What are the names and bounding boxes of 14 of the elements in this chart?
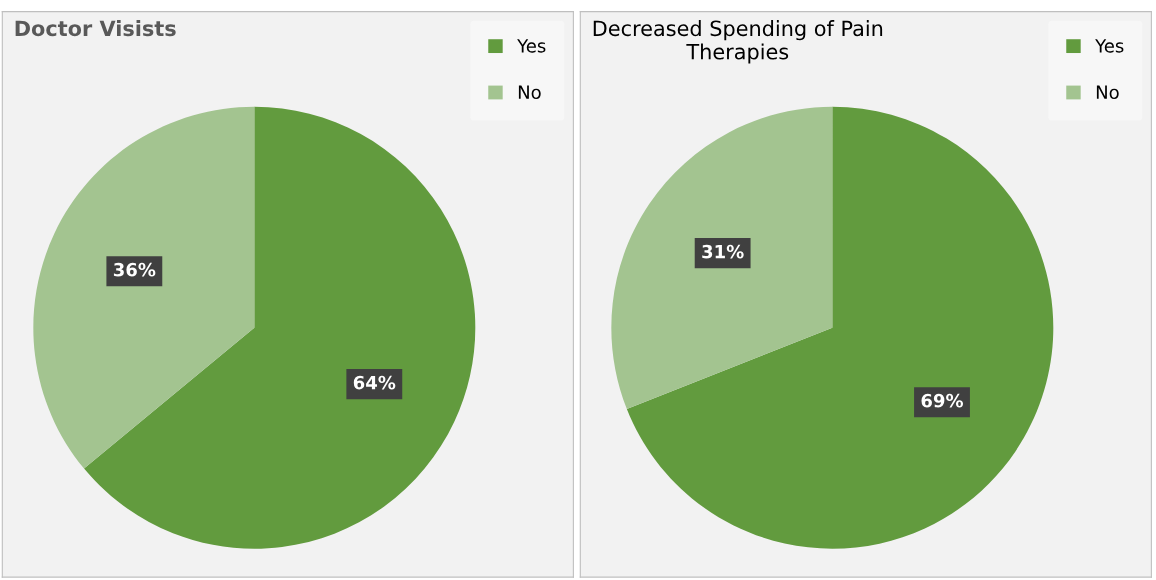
legend-label: Yes [1095, 39, 1124, 53]
data-label: 31% [702, 244, 744, 259]
data-label: 69% [921, 393, 964, 408]
pie-slice [626, 106, 1054, 549]
legend-label: No [1096, 85, 1119, 100]
pie-slice [611, 106, 833, 410]
chart-title: Doctor Visists [15, 20, 176, 37]
legend-label: Yes [517, 39, 546, 53]
data-label: 36% [113, 262, 156, 277]
data-label: 64% [353, 375, 396, 390]
pie-slice [84, 106, 476, 549]
chart-title: Decreased Spending of Pain Therapies [593, 20, 883, 64]
legend-label: No [518, 85, 541, 100]
pie-slice [33, 106, 255, 469]
